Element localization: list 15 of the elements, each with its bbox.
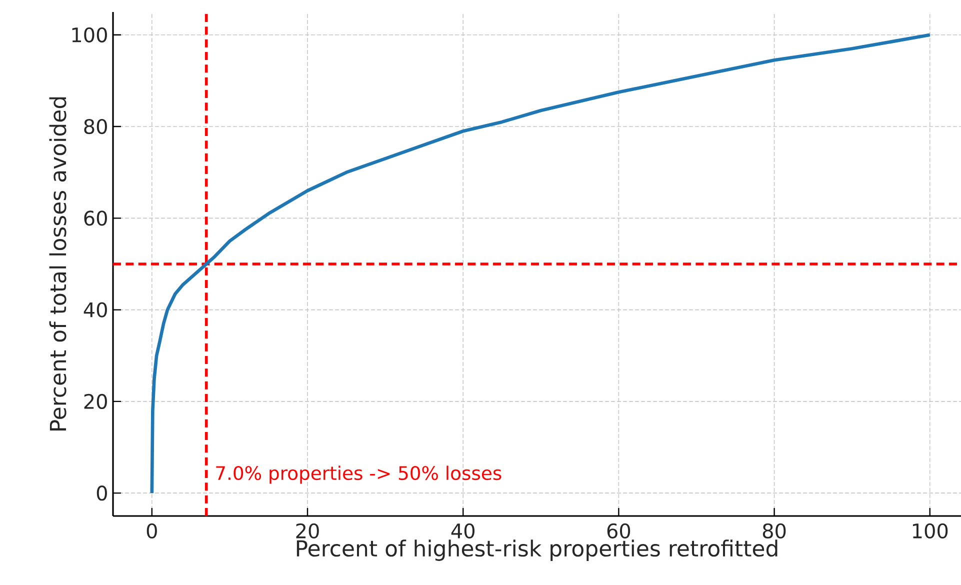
x-tick-label: 60 — [607, 523, 630, 538]
x-tick-label: 100 — [912, 523, 948, 538]
y-axis-title: Percent of total losses avoided — [49, 97, 66, 430]
x-tick-label: 40 — [451, 523, 474, 538]
x-tick-label: 20 — [296, 523, 319, 538]
y-tick-label: 20 — [84, 394, 107, 410]
y-tick-label: 0 — [96, 486, 107, 501]
y-tick-label: 40 — [84, 302, 107, 318]
x-tick-label: 0 — [146, 523, 157, 538]
y-tick-label: 100 — [72, 27, 107, 42]
ref-line-label: 7.0% properties -> 50% losses — [216, 466, 502, 484]
y-tick-label: 80 — [84, 118, 107, 134]
x-axis-title: Percent of highest-risk properties retrofitted — [296, 540, 778, 561]
y-tick-label: 60 — [84, 210, 107, 226]
x-tick-label: 80 — [762, 523, 786, 538]
